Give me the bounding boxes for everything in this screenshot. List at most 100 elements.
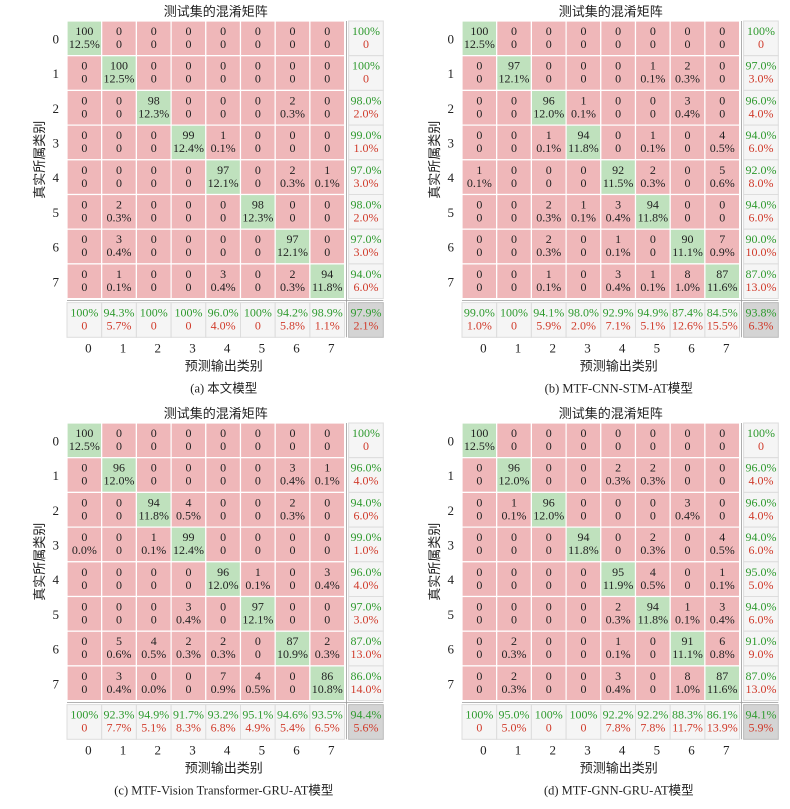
row-summary-cell: [348, 55, 384, 91]
x-axis-label: 预测输出类别: [580, 358, 658, 373]
cell-count: 0: [81, 461, 87, 475]
cell-count: 0: [151, 163, 157, 177]
cell-percent: 0: [546, 682, 552, 696]
cell-percent: 12.5%: [69, 37, 100, 51]
col-summary-cell: [461, 302, 498, 338]
cell-percent: 0.4%: [176, 613, 201, 627]
cell-percent: 0: [511, 578, 517, 592]
cell-count: 0: [255, 128, 261, 142]
cell-count: 87: [287, 634, 299, 648]
matrix-cell: [461, 630, 498, 667]
cell-count: 98: [252, 198, 264, 212]
cell-count: 0: [81, 163, 87, 177]
matrix-cell: [205, 263, 242, 300]
cell-count: 0: [185, 93, 191, 107]
matrix-cell: [274, 665, 311, 702]
col-error: 2.0%: [571, 319, 596, 333]
confusion-matrix-panel-c: 测试集的混淆矩阵 100 12.5% 0 0 0 0 0 0 0 0 0 0 0 0 0 0 0 0 96 12.0% 0…: [0, 402, 395, 804]
cell-count: 2: [185, 634, 191, 648]
cell-count: 0: [220, 495, 226, 509]
matrix-cell: [704, 526, 741, 563]
cell-count: 3: [685, 93, 691, 107]
x-tick-label: 0: [480, 340, 487, 355]
cell-percent: 0.5%: [141, 647, 166, 661]
cell-percent: 0: [511, 439, 517, 453]
cell-count: 100: [75, 426, 93, 440]
cell-percent: 0.3%: [606, 474, 631, 488]
overall-error: 6.3%: [748, 319, 773, 333]
cell-count: 0: [220, 461, 226, 475]
cell-percent: 0: [476, 474, 482, 488]
overall-cell: [348, 704, 384, 740]
cell-percent: 11.8%: [312, 280, 343, 294]
matrix-cell: [205, 124, 242, 161]
cell-count: 1: [324, 461, 330, 475]
y-tick-label: 2: [448, 101, 455, 116]
cell-count: 94: [148, 495, 160, 509]
x-tick-label: 1: [515, 742, 522, 757]
cell-count: 1: [685, 600, 691, 614]
cell-percent: 0: [476, 682, 482, 696]
y-axis-label: 真实所属类别: [427, 121, 442, 199]
col-accuracy: 93.2%: [208, 708, 239, 722]
y-tick-label: 7: [448, 676, 455, 691]
cell-count: 0: [580, 426, 586, 440]
row-error: 10.0%: [745, 245, 776, 259]
cell-percent: 0: [116, 106, 122, 120]
cell-percent: 0: [615, 439, 621, 453]
overall-cell: [348, 302, 384, 338]
cell-count: 0: [290, 669, 296, 683]
cell-count: 100: [470, 426, 488, 440]
matrix-cell: [461, 263, 498, 300]
x-tick-label: 2: [155, 742, 162, 757]
col-accuracy: 100%: [140, 306, 168, 320]
confusion-matrix-panel-b: 测试集的混淆矩阵 100 12.5% 0 0 0 0 0 0 0 0 0 0 0 0 0 0 0 0 97 12.1% 0…: [395, 0, 790, 402]
cell-count: 0: [546, 24, 552, 38]
matrix-cell: [530, 193, 567, 230]
matrix-cell: [704, 159, 741, 196]
cell-percent: 0.3%: [536, 211, 561, 225]
row-error: 6.0%: [748, 211, 773, 225]
matrix-cell: [704, 228, 741, 265]
matrix-cell: [704, 20, 741, 57]
cell-count: 0: [81, 495, 87, 509]
cell-count: 0: [81, 669, 87, 683]
cell-count: 0: [290, 600, 296, 614]
cell-percent: 0: [151, 211, 157, 225]
confusion-matrix-chart-c: 测试集的混淆矩阵10012.5%00000000000000009612.0%0…: [32, 406, 384, 797]
cell-count: 0: [685, 461, 691, 475]
cell-count: 0: [255, 634, 261, 648]
row-accuracy: 91.0%: [745, 634, 776, 648]
matrix-cell: [135, 228, 172, 265]
cell-percent: 0: [116, 141, 122, 155]
cell-percent: 0: [290, 439, 296, 453]
cell-percent: 0: [324, 141, 330, 155]
col-error: 8.3%: [176, 721, 201, 735]
cell-count: 4: [185, 495, 191, 509]
matrix-cell: [530, 159, 567, 196]
matrix-cell: [600, 89, 637, 126]
cell-count: 5: [719, 163, 725, 177]
cell-count: 92: [612, 163, 624, 177]
cell-percent: 1.0%: [675, 682, 700, 696]
cell-count: 0: [650, 634, 656, 648]
matrix-cell: [669, 665, 706, 702]
col-accuracy: 95.1%: [242, 708, 273, 722]
col-accuracy: 94.1%: [533, 306, 564, 320]
col-accuracy: 88.3%: [672, 708, 703, 722]
cell-count: 0: [511, 163, 517, 177]
col-accuracy: 87.4%: [672, 306, 703, 320]
matrix-cell: [274, 124, 311, 161]
cell-count: 94: [577, 530, 589, 544]
cell-percent: 0.3%: [211, 647, 236, 661]
cell-percent: 0: [546, 176, 552, 190]
matrix-cell: [496, 491, 532, 528]
cell-count: 0: [580, 600, 586, 614]
cell-count: 1: [580, 198, 586, 212]
cell-percent: 0.1%: [571, 106, 596, 120]
col-accuracy: 100%: [70, 306, 98, 320]
col-error: 6.8%: [211, 721, 236, 735]
cell-count: 1: [511, 495, 517, 509]
matrix-cell: [205, 595, 242, 632]
matrix-cell: [66, 89, 103, 126]
